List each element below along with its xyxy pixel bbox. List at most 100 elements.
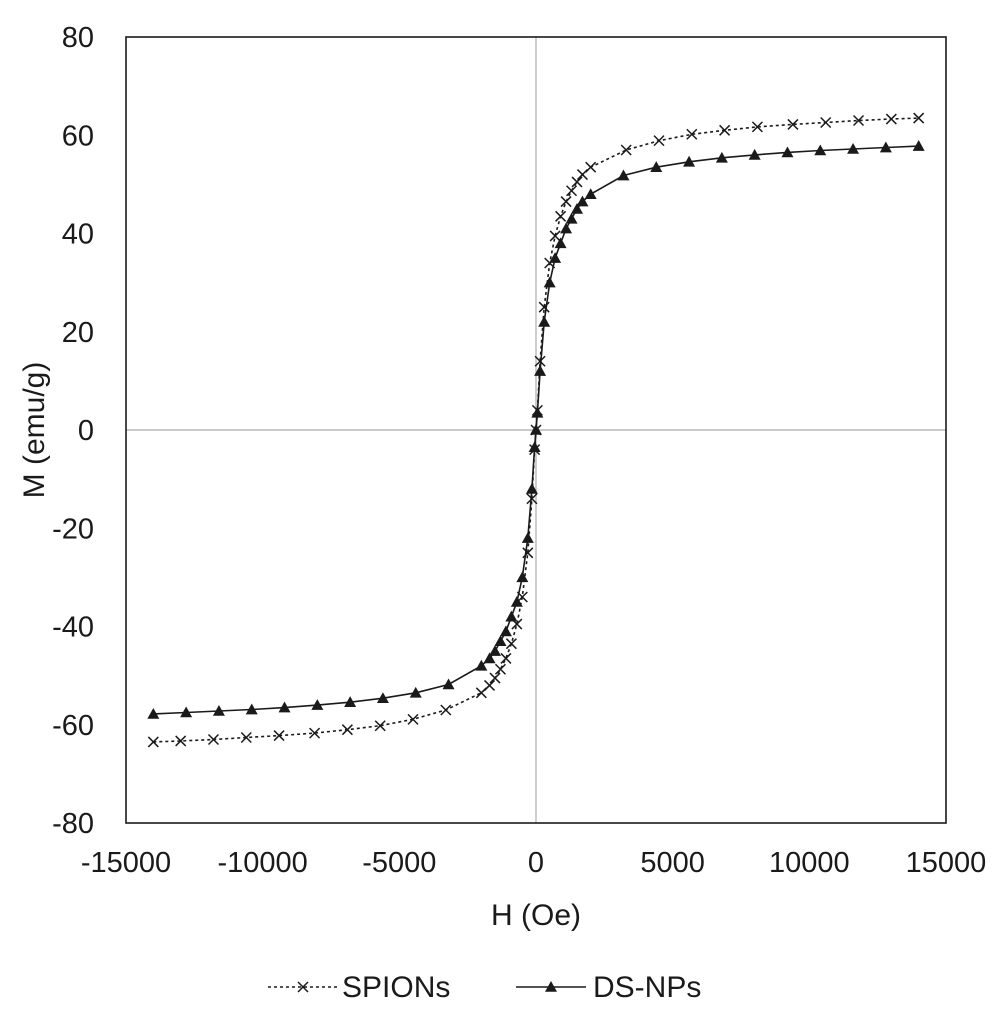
data-point-triangle-marker: [781, 146, 794, 158]
x-tick-label: -15000: [81, 847, 171, 879]
data-point-x-marker: [147, 736, 159, 748]
x-tick-labels: -15000 -10000 -5000 0 5000 10000 15000: [81, 847, 986, 879]
data-point-triangle-marker: [617, 169, 630, 181]
data-point-x-marker: [440, 704, 452, 716]
data-point-x-marker: [620, 144, 632, 156]
x-tick-label: 10000: [769, 847, 850, 879]
x-tick-label: 5000: [640, 847, 705, 879]
data-point-triangle-marker: [530, 424, 542, 435]
legend-item: SPIONs: [268, 971, 450, 1004]
data-point-x-marker: [489, 672, 501, 684]
data-point-triangle-marker: [525, 482, 538, 494]
data-point-x-marker: [175, 735, 187, 747]
data-point-x-marker: [566, 185, 578, 197]
data-point-triangle-marker: [494, 635, 507, 647]
data-point-x-marker: [853, 114, 865, 127]
x-axis-title: H (Oe): [491, 899, 581, 932]
data-point-x-marker: [309, 727, 321, 739]
data-point-x-marker: [494, 663, 506, 675]
data-point-triangle-marker: [147, 707, 160, 719]
data-point-x-marker: [787, 118, 799, 130]
data-point-x-marker: [820, 116, 832, 129]
y-tick-label: -40: [52, 612, 94, 644]
data-point-triangle-marker: [538, 315, 551, 327]
y-tick-label: 20: [62, 317, 94, 349]
data-point-x-marker: [484, 679, 496, 691]
data-point-triangle-marker: [534, 365, 547, 376]
x-tick-label: 0: [528, 847, 544, 879]
y-axis-title: M (emu/g): [18, 362, 51, 499]
data-point-x-marker: [526, 493, 538, 505]
data-point-x-marker: [374, 720, 386, 732]
y-tick-label: -20: [52, 513, 94, 545]
legend-label: SPIONs: [342, 971, 450, 1004]
data-point-x-marker: [500, 652, 512, 664]
data-point-triangle-marker: [748, 148, 761, 160]
data-point-x-marker: [913, 112, 925, 124]
series-ds-nps: [147, 140, 925, 719]
data-point-triangle-marker: [584, 188, 597, 199]
y-tick-label: 80: [62, 22, 94, 54]
data-point-triangle-marker: [376, 692, 389, 704]
data-point-triangle-marker: [715, 151, 728, 163]
data-point-x-marker: [505, 638, 517, 650]
data-point-triangle-marker: [531, 406, 544, 418]
data-point-x-marker: [585, 161, 597, 173]
data-point-x-marker: [571, 176, 583, 188]
data-point-x-marker: [534, 355, 546, 367]
data-point-x-marker: [341, 724, 353, 736]
data-point-triangle-marker: [278, 701, 291, 713]
data-point-triangle-marker: [505, 610, 518, 622]
data-point-triangle-marker: [311, 699, 324, 710]
data-point-triangle-marker: [650, 161, 663, 172]
legend-label: DS-NPs: [593, 971, 701, 1004]
data-point-x-marker: [297, 981, 309, 993]
data-point-triangle-marker: [571, 202, 583, 214]
data-point-triangle-marker: [576, 195, 589, 207]
data-point-triangle-marker: [560, 222, 573, 234]
x-tick-label: -10000: [218, 847, 308, 879]
data-point-triangle-marker: [554, 237, 567, 249]
data-point-triangle-marker: [847, 143, 860, 154]
data-point-triangle-marker: [212, 704, 225, 716]
data-point-triangle-marker: [521, 532, 534, 543]
data-point-triangle-marker: [912, 140, 925, 151]
y-tick-label: -60: [52, 710, 94, 742]
data-point-x-marker: [555, 210, 567, 222]
series-layer: [147, 112, 925, 748]
data-point-x-marker: [549, 230, 561, 242]
data-point-triangle-marker: [683, 155, 696, 167]
data-point-triangle-marker: [543, 276, 556, 288]
data-point-triangle-marker: [565, 212, 578, 224]
data-point-triangle-marker: [344, 696, 357, 707]
data-point-triangle-marker: [489, 645, 501, 656]
data-point-triangle-marker: [814, 144, 827, 156]
legend-item: DS-NPs: [516, 971, 701, 1004]
data-point-triangle-marker: [879, 141, 892, 153]
data-point-triangle-marker: [245, 703, 258, 715]
data-point-x-marker: [407, 713, 419, 725]
y-tick-label: 40: [62, 219, 94, 251]
data-point-triangle-marker: [180, 706, 193, 718]
plot-area-frame: [125, 36, 947, 824]
data-point-x-marker: [240, 731, 252, 744]
y-tick-label: 0: [78, 415, 94, 447]
data-point-triangle-marker: [549, 252, 562, 263]
data-point-x-marker: [686, 128, 698, 140]
data-point-x-marker: [653, 135, 665, 147]
legend: SPIONs DS-NPs: [268, 971, 701, 1004]
data-point-triangle-marker: [499, 625, 512, 637]
data-point-triangle-marker: [442, 678, 455, 690]
y-tick-label: -80: [52, 808, 94, 840]
data-point-triangle-marker: [545, 981, 557, 992]
data-point-triangle-marker: [528, 441, 541, 452]
data-point-triangle-marker: [510, 595, 523, 607]
data-point-triangle-marker: [475, 659, 488, 671]
data-point-triangle-marker: [409, 686, 422, 698]
data-point-triangle-marker: [516, 571, 529, 583]
y-tick-labels: -80 -60 -40 -20 0 20 40 60 80: [52, 22, 94, 840]
data-point-x-marker: [560, 196, 572, 208]
data-point-x-marker: [273, 730, 285, 742]
data-point-x-marker: [885, 113, 897, 125]
